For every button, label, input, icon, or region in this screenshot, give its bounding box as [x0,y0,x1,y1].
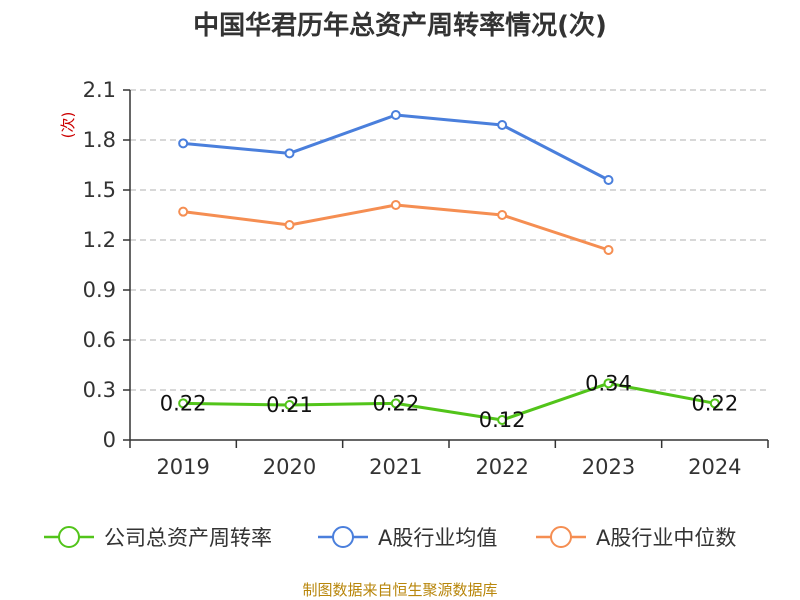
y-tick-label: 0 [103,428,116,452]
x-tick-label: 2024 [688,455,741,479]
legend-marker [550,526,572,548]
gridlines [130,89,768,391]
legend: 公司总资产周转率 A股行业均值 A股行业中位数 [44,526,736,550]
data-point [284,220,295,230]
data-point [178,398,189,409]
x-tick-label: 2019 [156,455,209,479]
data-point [709,398,720,409]
legend-item: 公司总资产周转率 [44,526,272,550]
legend-item: A股行业均值 [318,526,497,550]
data-point [497,210,508,220]
legend-label: A股行业中位数 [596,526,736,550]
series-lines [178,110,720,425]
y-tick-label: 1.2 [83,228,116,252]
legend-label: 公司总资产周转率 [104,526,272,550]
series-line-2 [182,203,609,252]
data-point [603,175,614,185]
data-label: 0.22 [691,391,738,415]
data-label: 0.22 [372,391,419,415]
data-point [497,120,508,130]
data-point [390,200,401,210]
data-point [284,400,295,410]
x-tick-label: 2020 [263,455,316,479]
data-point [284,148,295,159]
y-tick-label: 0.3 [83,378,116,402]
data-label: 0.34 [585,371,632,395]
legend-marker [58,526,80,548]
axes: 0 0.3 0.6 0.9 1.2 1.5 1.8 2.1 2019 2020 2021 2022 20… [83,78,769,479]
y-axis-label: (次) [59,112,77,139]
data-point [178,206,189,217]
legend-marker [332,526,354,548]
data-label: 0.12 [479,408,526,432]
data-point [497,415,508,425]
y-tick-label: 1.8 [83,128,116,152]
data-point [390,398,401,409]
data-label: 0.21 [266,393,313,417]
data-labels: 0.22 0.21 0.22 0.12 0.34 0.22 [160,371,738,432]
y-tick-label: 0.6 [83,328,116,352]
y-tick-label: 0.9 [83,278,116,302]
chart-title: 中国华君历年总资产周转率情况(次) [193,10,607,41]
x-tick-label: 2021 [369,455,422,479]
legend-label: A股行业均值 [378,526,497,550]
y-tick-label: 1.5 [83,178,116,202]
data-point [178,138,189,149]
source-note: 制图数据来自恒生聚源数据库 [302,581,497,599]
data-point [390,110,401,120]
series-line-0 [183,381,716,422]
series-line-1 [183,113,610,182]
data-point [603,378,614,389]
data-label: 0.22 [160,391,207,415]
x-tick-label: 2022 [475,455,528,479]
legend-item: A股行业中位数 [536,526,736,550]
y-tick-label: 2.1 [83,78,116,102]
data-point [603,245,614,255]
x-tick-label: 2023 [582,455,635,479]
